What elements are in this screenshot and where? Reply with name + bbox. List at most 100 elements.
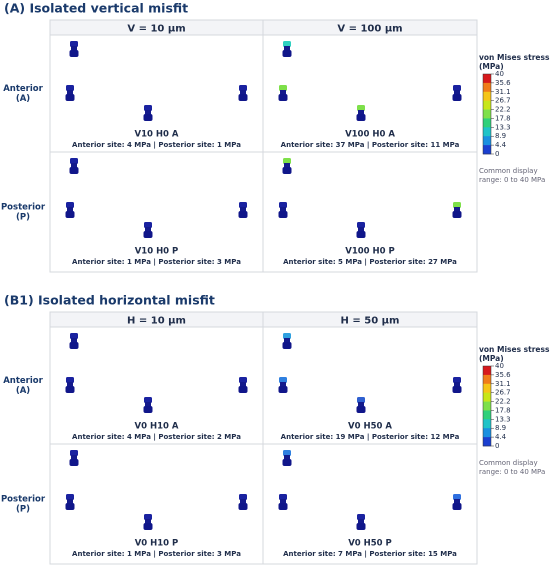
column-header: V = 10 µm (127, 24, 185, 35)
implant (67, 207, 73, 212)
panel-name: V100 H0 P (345, 247, 395, 257)
colorbar-band (483, 437, 491, 447)
panel-name: V0 H50 P (348, 539, 392, 549)
colorbar-label: 0 (495, 150, 499, 158)
section: (A) Isolated vertical misfit V = 10 µm V =… (1, 1, 550, 273)
implant (357, 514, 365, 520)
implant (144, 514, 152, 520)
implant (67, 382, 73, 387)
colorbar-band (483, 374, 491, 385)
implant (356, 406, 366, 413)
panel-name: V0 H10 A (135, 422, 179, 432)
panel-name: V100 H0 A (345, 130, 395, 140)
implant (284, 338, 290, 343)
colorbar-band (483, 145, 491, 155)
panel-detail: Anterior site: 1 MPa | Posterior site: 3… (72, 550, 241, 559)
implant (452, 211, 462, 218)
implant (358, 227, 364, 232)
colorbar-label: 40 (495, 70, 504, 78)
implant (143, 523, 153, 530)
implant (282, 459, 292, 466)
implant (280, 382, 286, 387)
implant (278, 211, 288, 218)
implant (238, 94, 248, 101)
implant (65, 386, 75, 393)
panel-detail: Anterior site: 19 MPa | Posterior site: … (281, 433, 460, 442)
colorbar-band (483, 82, 491, 93)
colorbar-band (483, 91, 491, 101)
implant (240, 499, 246, 504)
implant (70, 333, 78, 339)
implant (280, 207, 286, 212)
implant (279, 202, 287, 208)
colorbar-band (483, 401, 491, 411)
implant (283, 41, 291, 47)
colorbar-label: 4.4 (495, 433, 507, 441)
colorbar-label: 4.4 (495, 141, 507, 149)
implant (356, 523, 366, 530)
column-header: H = 10 µm (127, 316, 186, 327)
colorbar-band (483, 74, 491, 84)
implant (454, 499, 460, 504)
implant (71, 163, 77, 168)
colorbar-label: 35.6 (495, 371, 511, 379)
panel-detail: Anterior site: 7 MPa | Posterior site: 1… (283, 550, 457, 559)
implant (454, 207, 460, 212)
colorbar-band (483, 419, 491, 429)
panel-name: V0 H10 P (135, 539, 179, 549)
colorbar-band (483, 410, 491, 420)
implant (452, 94, 462, 101)
implant (454, 382, 460, 387)
implant (238, 211, 248, 218)
column-header: H = 50 µm (341, 316, 400, 327)
implant (240, 382, 246, 387)
implant (282, 167, 292, 174)
colorbar-title: von Mises stress (479, 53, 550, 62)
row-label: (P) (16, 213, 30, 223)
colorbar-label: 13.3 (495, 123, 511, 131)
implant (279, 494, 287, 500)
implant (453, 494, 461, 500)
colorbar-band (483, 118, 491, 128)
implant (69, 459, 79, 466)
implant (144, 105, 152, 111)
implant (238, 386, 248, 393)
colorbar-band (483, 136, 491, 146)
implant (70, 158, 78, 164)
panel-detail: Anterior site: 4 MPa | Posterior site: 2… (72, 433, 241, 442)
colorbar-label: 13.3 (495, 415, 511, 423)
implant (71, 455, 77, 460)
implant (69, 342, 79, 349)
implant (71, 46, 77, 51)
implant (356, 231, 366, 238)
implant (240, 90, 246, 95)
implant (284, 46, 290, 51)
implant (356, 114, 366, 121)
colorbar-band (483, 127, 491, 137)
colorbar-note: range: 0 to 40 MPa (479, 468, 545, 476)
implant (453, 377, 461, 383)
implant (65, 503, 75, 510)
implant (283, 450, 291, 456)
colorbar-label: 31.1 (495, 88, 511, 96)
colorbar-label: 40 (495, 362, 504, 370)
implant (69, 50, 79, 57)
colorbar-label: 22.2 (495, 106, 511, 114)
implant (279, 85, 287, 91)
implant (144, 397, 152, 403)
implant (143, 231, 153, 238)
row-label: (A) (16, 94, 30, 104)
implant (357, 397, 365, 403)
implant (70, 450, 78, 456)
implant (145, 402, 151, 407)
implant (453, 85, 461, 91)
panel-detail: Anterior site: 5 MPa | Posterior site: 2… (283, 258, 457, 267)
colorbar-label: 17.8 (495, 114, 511, 122)
implant (239, 494, 247, 500)
implant (238, 503, 248, 510)
implant (239, 85, 247, 91)
implant (452, 386, 462, 393)
colorbar-frame (482, 365, 492, 447)
row-label: (P) (16, 505, 30, 515)
